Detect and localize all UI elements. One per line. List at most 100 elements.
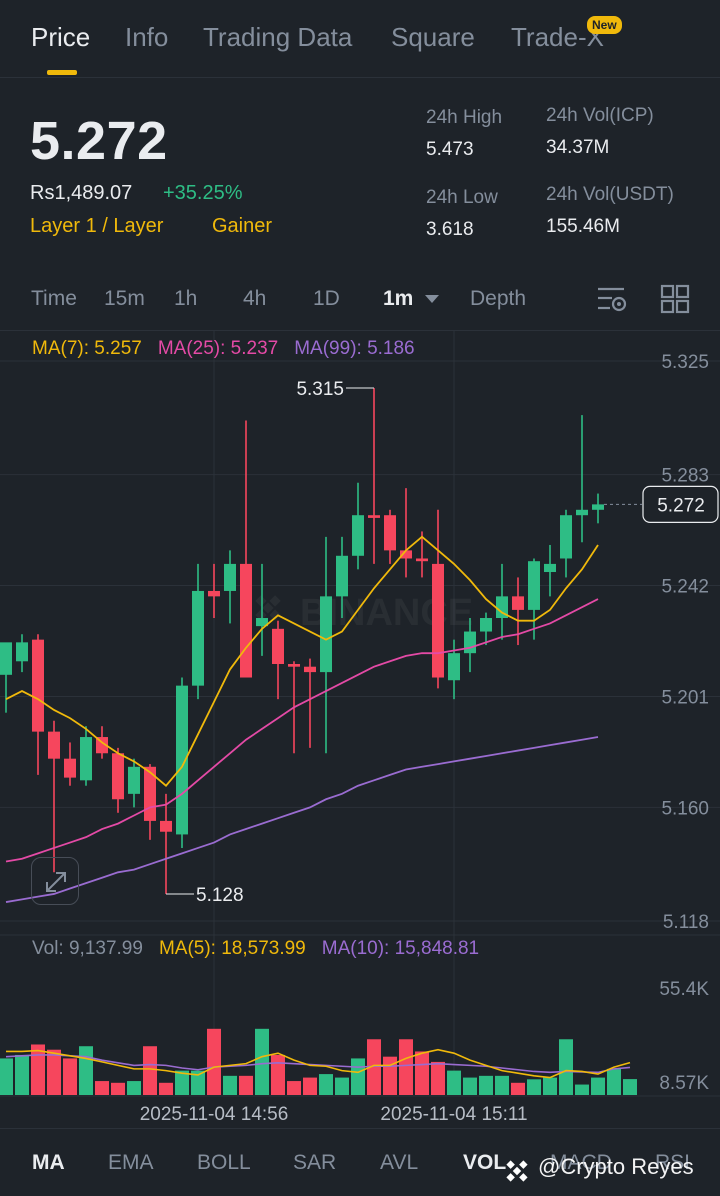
volume-bar <box>31 1044 45 1095</box>
volume-bar <box>511 1082 525 1095</box>
ma-legend: MA(7): 5.257 MA(25): 5.237 MA(99): 5.186 <box>32 338 431 360</box>
candle-body <box>288 663 300 667</box>
volume-bar <box>351 1058 365 1095</box>
tab-square[interactable]: Square <box>391 22 475 52</box>
candle-body <box>480 618 492 632</box>
category-tag-gainer[interactable]: Gainer <box>212 215 273 237</box>
volume-bar <box>63 1058 77 1095</box>
candle-body <box>544 563 556 573</box>
volume-bar <box>191 1070 205 1095</box>
price-change-percent: +35.25% <box>163 182 243 204</box>
volume-bar <box>431 1061 445 1095</box>
candle-body <box>496 596 508 619</box>
tab-trading-data[interactable]: Trading Data <box>203 22 353 52</box>
timeframe-time[interactable]: Time <box>31 287 77 310</box>
indicator-ma[interactable]: MA <box>32 1151 65 1174</box>
indicator-boll[interactable]: BOLL <box>197 1151 251 1174</box>
fullscreen-button[interactable] <box>31 857 79 905</box>
candle-body <box>576 509 588 516</box>
tab-price[interactable]: Price <box>31 22 91 52</box>
indicator-ema[interactable]: EMA <box>108 1151 154 1174</box>
ma99-line <box>5 736 599 903</box>
last-price: 5.272 <box>30 111 168 171</box>
volume-bar <box>335 1077 349 1095</box>
candle-body <box>512 596 524 610</box>
indicator-rsi[interactable]: RSI <box>655 1151 691 1174</box>
candle-body <box>304 666 316 673</box>
candle-body <box>32 639 44 732</box>
local-price: Rs1,489.07 <box>30 182 133 204</box>
chart-watermark-logo-part <box>262 602 274 614</box>
timeframe-1m[interactable]: 1m <box>383 287 414 310</box>
volume-bar <box>575 1084 589 1095</box>
candle-body <box>528 561 540 610</box>
volume-bar <box>607 1068 621 1095</box>
volume-bar <box>79 1046 93 1095</box>
volume-bar <box>239 1075 253 1095</box>
volume-bar <box>447 1070 461 1095</box>
low-annotation-label: 5.128 <box>196 885 244 906</box>
volume-bar <box>175 1070 189 1095</box>
volume-bar <box>559 1039 573 1095</box>
volume-bar <box>159 1082 173 1095</box>
candle-body <box>240 563 252 678</box>
volume-bar <box>479 1075 493 1095</box>
volume-bar <box>367 1039 381 1095</box>
volume-bar <box>591 1077 605 1095</box>
volume-bar <box>255 1028 269 1095</box>
indicator-bar: MA EMA BOLL SAR AVL VOL MACD RSI <box>0 1128 720 1196</box>
time-axis-label: 2025-11-04 14:56 <box>140 1104 289 1125</box>
price-axis-label: 5.325 <box>661 352 709 373</box>
volume-bar <box>15 1054 29 1095</box>
timeframe-15m[interactable]: 15m <box>104 287 145 310</box>
binance-logo-icon <box>506 1160 528 1182</box>
watermark-author: @Crypto Reyes <box>538 1154 694 1179</box>
candle-body <box>112 753 124 800</box>
indicator-avl[interactable]: AVL <box>380 1151 419 1174</box>
current-price-label: 5.272 <box>657 495 705 516</box>
price-axis-label: 5.118 <box>663 912 709 933</box>
indicator-vol[interactable]: VOL <box>463 1151 507 1174</box>
candle-body <box>336 555 348 597</box>
chart-settings-icon[interactable] <box>596 284 628 316</box>
candle-body <box>592 504 604 510</box>
candle-body <box>80 737 92 781</box>
timeframe-4h[interactable]: 4h <box>243 287 267 310</box>
candle-body <box>256 618 268 627</box>
chart-watermark-logo-part <box>269 595 281 607</box>
layout-grid-icon[interactable] <box>660 284 690 314</box>
chart-top-divider <box>0 330 720 331</box>
volume-bar <box>543 1077 557 1095</box>
volume-bar <box>303 1077 317 1095</box>
indicator-sar[interactable]: SAR <box>293 1151 337 1174</box>
timeframe-dropdown-caret-icon[interactable] <box>425 295 439 303</box>
price-axis-label: 5.160 <box>661 798 709 819</box>
candle-body <box>128 766 140 794</box>
volume-bar <box>495 1075 509 1095</box>
candle-body <box>368 515 380 518</box>
volume-bar <box>47 1049 61 1095</box>
indicator-macd[interactable]: MACD <box>550 1151 612 1174</box>
price-axis-label: 5.283 <box>661 466 709 487</box>
vol-usdt-label: 24h Vol(USDT) <box>546 184 674 205</box>
ma25-legend: MA(25): 5.237 <box>157 338 279 359</box>
ma7-line <box>5 535 599 788</box>
category-tag-layer1[interactable]: Layer 1 / Layer <box>30 215 164 237</box>
vol-icp-value: 34.37M <box>546 137 610 158</box>
candle-body <box>0 642 12 675</box>
tab-info[interactable]: Info <box>125 22 169 52</box>
ma99-legend: MA(99): 5.186 <box>294 338 415 359</box>
candle-body <box>64 758 76 778</box>
timeframe-depth[interactable]: Depth <box>470 287 527 310</box>
volume-ma5-legend: MA(5): 18,573.99 <box>158 938 306 959</box>
chart-watermark-logo-part <box>255 595 267 607</box>
timeframe-1h[interactable]: 1h <box>174 287 198 310</box>
candle-body <box>48 731 60 759</box>
low-label: 24h Low <box>426 187 498 208</box>
candle-body <box>16 642 28 662</box>
candle-body <box>432 563 444 678</box>
timeframe-1d[interactable]: 1D <box>313 287 340 310</box>
volume-bar <box>111 1082 125 1095</box>
candle-body <box>320 596 332 673</box>
